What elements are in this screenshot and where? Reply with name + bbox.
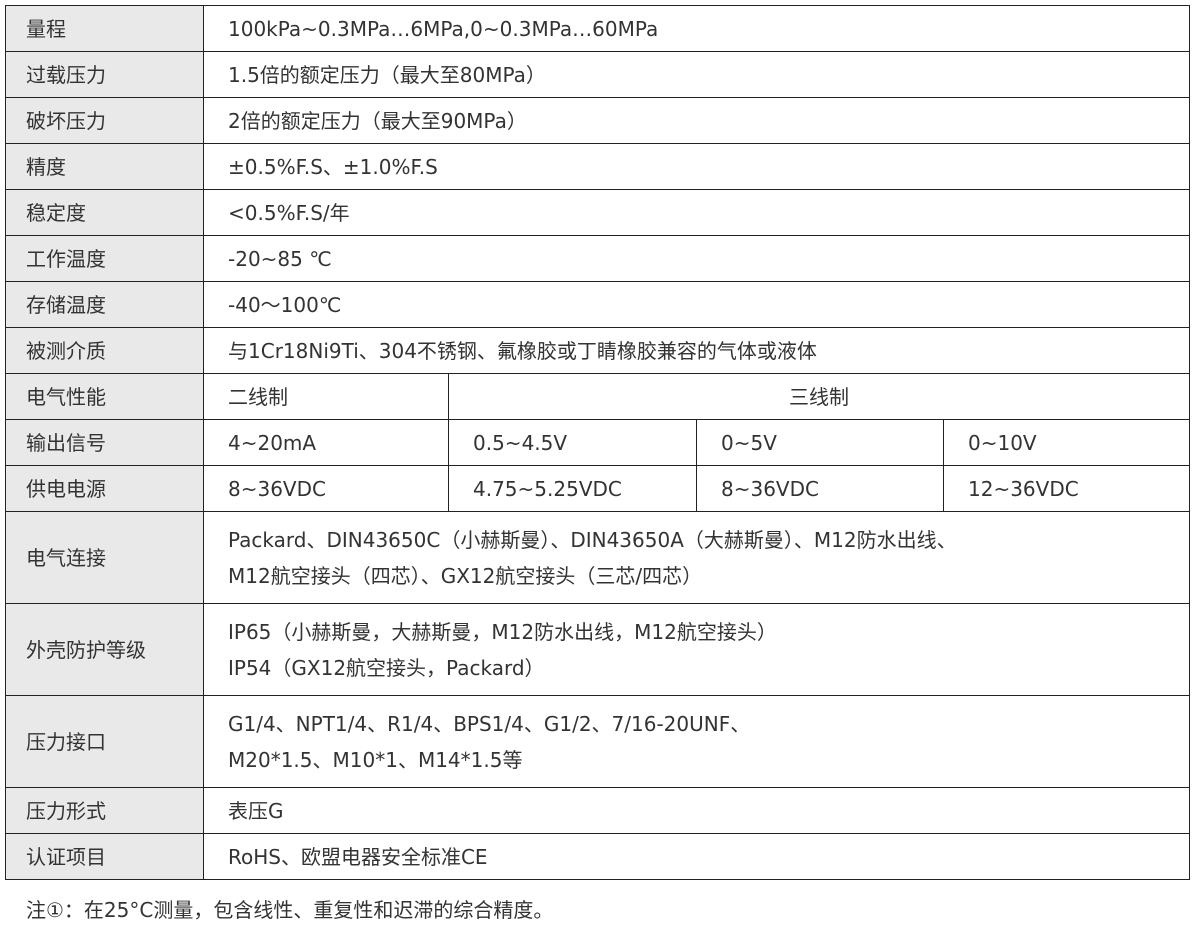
table-row: 压力形式 表压G (5, 787, 1191, 834)
row-label: 存储温度 (5, 281, 204, 328)
table-row: 供电电源 8~36VDC 4.75~5.25VDC 8~36VDC 12~36VDC (5, 465, 1191, 512)
output-value: 0~5V (696, 419, 944, 466)
table-row: 过载压力 1.5倍的额定压力（最大至80MPa） (5, 51, 1191, 98)
table-row: 压力接口 G1/4、NPT1/4、R1/4、BPS1/4、G1/2、7/16-20… (5, 695, 1191, 788)
value-line: M12航空接头（四芯）、GX12航空接头（三芯/四芯） (228, 563, 703, 588)
row-value: 2倍的额定压力（最大至90MPa） (202, 97, 1191, 144)
row-value: RoHS、欧盟电器安全标准CE (202, 833, 1191, 880)
table-row: 认证项目 RoHS、欧盟电器安全标准CE (5, 833, 1191, 880)
table-row: 破坏压力 2倍的额定压力（最大至90MPa） (5, 97, 1191, 144)
value-line: Packard、DIN43650C（小赫斯曼）、DIN43650A（大赫斯曼）、… (228, 527, 957, 552)
row-label: 供电电源 (5, 465, 204, 512)
power-value: 12~36VDC (942, 465, 1191, 512)
table-row: 外壳防护等级 IP65（小赫斯曼，大赫斯曼，M12防水出线，M12航空接头） IP5… (5, 603, 1191, 696)
value-line: G1/4、NPT1/4、R1/4、BPS1/4、G1/2、7/16-20UNF、 (228, 711, 751, 736)
row-label: 过载压力 (5, 51, 204, 98)
table-row: 输出信号 4~20mA 0.5~4.5V 0~5V 0~10V (5, 419, 1191, 466)
table-row: 工作温度 -20~85 ℃ (5, 235, 1191, 282)
row-label: 压力接口 (5, 695, 204, 788)
row-label: 电气连接 (5, 511, 204, 604)
row-label: 外壳防护等级 (5, 603, 204, 696)
table-row: 量程 100kPa~0.3MPa…6MPa,0~0.3MPa…60MPa (5, 5, 1191, 52)
output-value: 0.5~4.5V (448, 419, 697, 466)
value-line: M20*1.5、M10*1、M14*1.5等 (228, 747, 523, 772)
output-value: 4~20mA (203, 419, 449, 466)
row-value: 与1Cr18Ni9Ti、304不锈钢、氟橡胶或丁睛橡胶兼容的气体或液体 (202, 327, 1191, 374)
row-value: 表压G (202, 787, 1191, 834)
row-label: 被测介质 (5, 327, 204, 374)
table-row: 被测介质 与1Cr18Ni9Ti、304不锈钢、氟橡胶或丁睛橡胶兼容的气体或液体 (5, 327, 1191, 374)
value-line: IP54（GX12航空接头，Packard） (228, 655, 545, 680)
table-row: 稳定度 <0.5%F.S/年 (5, 189, 1191, 236)
output-value: 0~10V (942, 419, 1191, 466)
row-value: 100kPa~0.3MPa…6MPa,0~0.3MPa…60MPa (202, 5, 1191, 52)
row-label: 破坏压力 (5, 97, 204, 144)
row-label: 输出信号 (5, 419, 204, 466)
power-value: 8~36VDC (203, 465, 449, 512)
row-value: <0.5%F.S/年 (202, 189, 1191, 236)
row-label: 稳定度 (5, 189, 204, 236)
two-wire-header: 二线制 (203, 373, 449, 420)
row-value: -40～100℃ (202, 281, 1191, 328)
power-value: 8~36VDC (696, 465, 944, 512)
row-value: -20~85 ℃ (202, 235, 1191, 282)
row-label: 精度 (5, 143, 204, 190)
row-value: G1/4、NPT1/4、R1/4、BPS1/4、G1/2、7/16-20UNF、… (202, 695, 1191, 788)
row-value: Packard、DIN43650C（小赫斯曼）、DIN43650A（大赫斯曼）、… (202, 511, 1191, 604)
three-wire-header: 三线制 (447, 373, 1191, 420)
row-value: 1.5倍的额定压力（最大至80MPa） (202, 51, 1191, 98)
table-row: 电气性能 二线制 三线制 (5, 373, 1191, 420)
footnote: 注①：在25°C测量，包含线性、重复性和迟滞的综合精度。 (26, 898, 554, 922)
row-label: 压力形式 (5, 787, 204, 834)
table-row: 电气连接 Packard、DIN43650C（小赫斯曼）、DIN43650A（大赫… (5, 511, 1191, 604)
table-row: 精度 ±0.5%F.S、±1.0%F.S (5, 143, 1191, 190)
row-label: 量程 (5, 5, 204, 52)
row-label: 工作温度 (5, 235, 204, 282)
row-value: IP65（小赫斯曼，大赫斯曼，M12防水出线，M12航空接头） IP54（GX12… (202, 603, 1191, 696)
spec-table: 量程 100kPa~0.3MPa…6MPa,0~0.3MPa…60MPa 过载压力 1… (5, 5, 1191, 880)
row-label: 认证项目 (5, 833, 204, 880)
row-value: ±0.5%F.S、±1.0%F.S (202, 143, 1191, 190)
table-row: 存储温度 -40～100℃ (5, 281, 1191, 328)
value-line: IP65（小赫斯曼，大赫斯曼，M12防水出线，M12航空接头） (228, 619, 777, 644)
power-value: 4.75~5.25VDC (448, 465, 697, 512)
row-label: 电气性能 (5, 373, 204, 420)
